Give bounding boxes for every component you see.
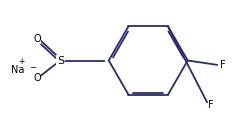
Text: S: S (57, 56, 64, 65)
Text: O: O (33, 34, 41, 44)
Text: F: F (208, 100, 214, 110)
Text: −: − (29, 63, 37, 72)
Text: F: F (220, 60, 226, 70)
Text: O: O (33, 73, 41, 83)
Text: Na: Na (11, 65, 24, 75)
Text: +: + (18, 57, 25, 66)
